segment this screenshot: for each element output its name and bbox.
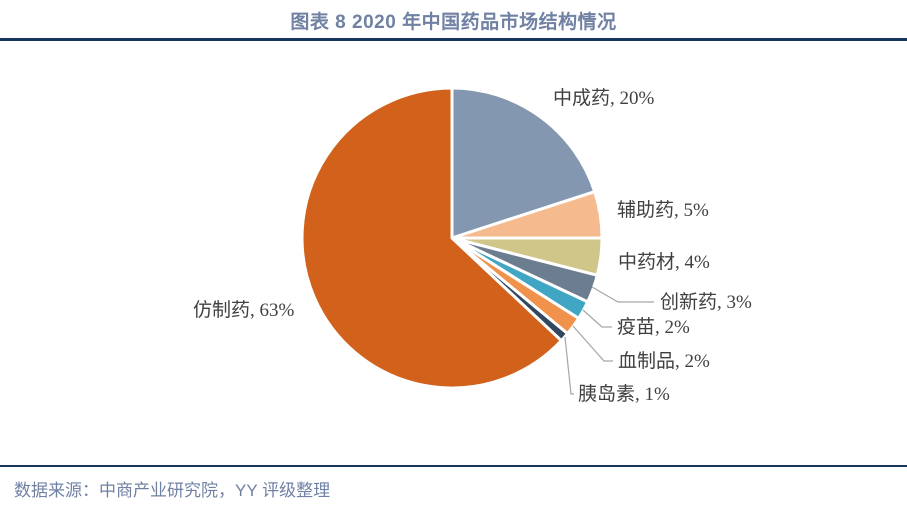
slice-label-中药材: 中药材, 4% [618,251,710,273]
slice-label-创新药: 创新药, 3% [660,291,752,313]
slice-label-血制品: 血制品, 2% [618,350,710,372]
data-source-note: 数据来源：中商产业研究院，YY 评级整理 [14,481,331,500]
pie-slice-仿制药 [300,86,563,390]
slice-label-疫苗: 疫苗, 2% [617,316,690,338]
slice-label-中成药: 中成药, 20% [553,87,655,109]
slice-label-仿制药: 仿制药, 63% [193,299,295,321]
figure-title: 图表 8 2020 年中国药品市场结构情况 [290,12,617,33]
leader-line-创新药 [591,286,654,303]
footer-divider-line [0,465,907,467]
slice-label-胰岛素: 胰岛素, 1% [578,383,670,405]
slice-label-辅助药: 辅助药, 5% [617,199,709,221]
leader-line-疫苗 [582,309,612,328]
title-divider-line [0,38,907,41]
pie-slice-中成药 [450,86,597,240]
leader-line-血制品 [572,325,613,362]
leader-line-胰岛素 [564,336,574,395]
